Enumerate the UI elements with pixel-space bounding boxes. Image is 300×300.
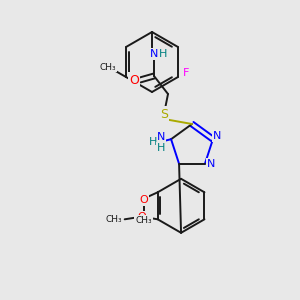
Text: N: N [207, 159, 215, 169]
Text: N: N [213, 131, 221, 141]
Text: F: F [183, 68, 189, 78]
Text: H: H [157, 143, 165, 153]
Text: O: O [139, 195, 148, 205]
Text: H: H [159, 49, 167, 59]
Text: S: S [160, 107, 168, 121]
Text: N: N [157, 132, 165, 142]
Text: H: H [149, 137, 157, 147]
Text: CH₃: CH₃ [135, 216, 152, 225]
Text: O: O [129, 74, 139, 86]
Text: N: N [150, 49, 158, 59]
Text: O: O [137, 212, 146, 222]
Text: CH₃: CH₃ [100, 62, 116, 71]
Text: CH₃: CH₃ [105, 215, 122, 224]
